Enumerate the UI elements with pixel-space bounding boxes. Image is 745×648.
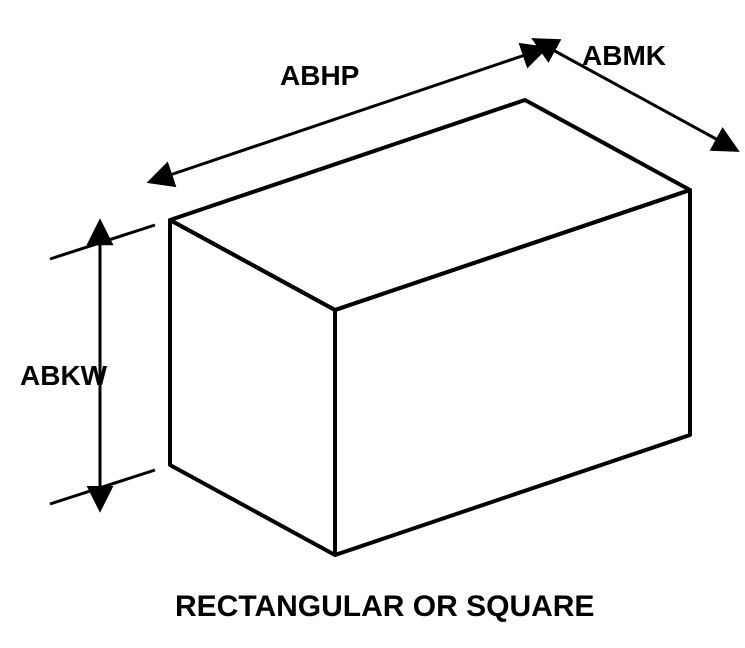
dim-ext-top-abkw [50, 225, 155, 259]
box-right-face [335, 190, 690, 555]
dim-label-abkw: ABKW [20, 360, 107, 392]
diagram-svg [0, 0, 745, 648]
dim-label-abmk: ABMK [582, 40, 666, 72]
box-outline [170, 100, 690, 555]
dim-label-abhp: ABHP [280, 60, 359, 92]
diagram-caption: RECTANGULAR OR SQUARE [175, 590, 594, 624]
dim-ext-bottom-abkw [50, 470, 155, 504]
diagram-stage: ABHP ABMK ABKW RECTANGULAR OR SQUARE [0, 0, 745, 648]
box-front-face [170, 220, 335, 555]
